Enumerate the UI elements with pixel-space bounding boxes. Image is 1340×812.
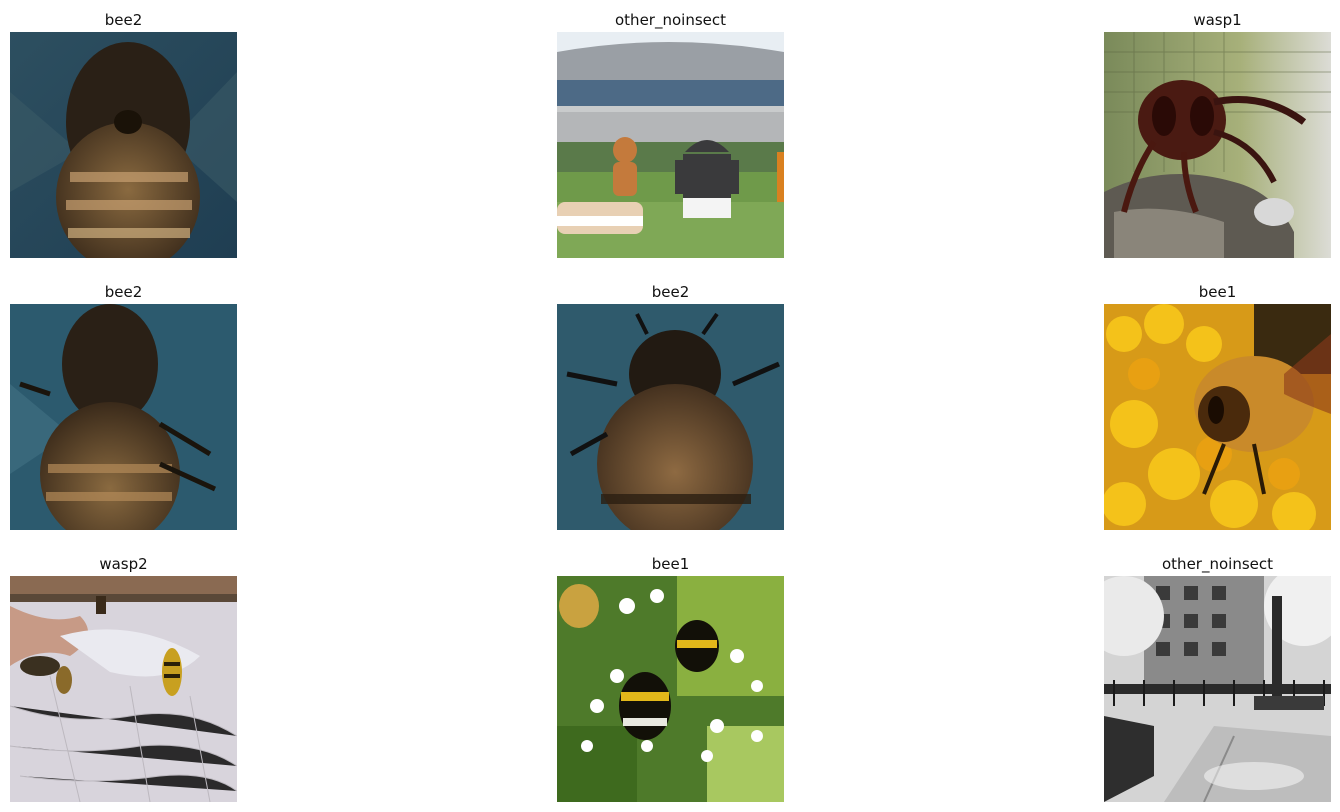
image-title: other_noinsect (615, 11, 726, 29)
park-bench-photo (1104, 576, 1331, 802)
image-title: bee2 (104, 283, 143, 301)
image-title: bee1 (1198, 283, 1237, 301)
bumblebees-photo (557, 576, 784, 802)
image-title: bee1 (651, 555, 690, 573)
wasps-nest-photo (10, 576, 237, 802)
image-title: bee2 (651, 283, 690, 301)
image-title: wasp1 (1193, 11, 1242, 29)
image-title: wasp2 (99, 555, 148, 573)
bee-closeup-photo (10, 32, 237, 258)
bee-thorax-photo (557, 304, 784, 530)
bee-on-flower-photo (1104, 304, 1331, 530)
image-title: other_noinsect (1162, 555, 1273, 573)
bee-abdomen-photo (10, 304, 237, 530)
android-statues-photo (557, 32, 784, 258)
image-title: bee2 (104, 11, 143, 29)
hornet-photo (1104, 32, 1331, 258)
